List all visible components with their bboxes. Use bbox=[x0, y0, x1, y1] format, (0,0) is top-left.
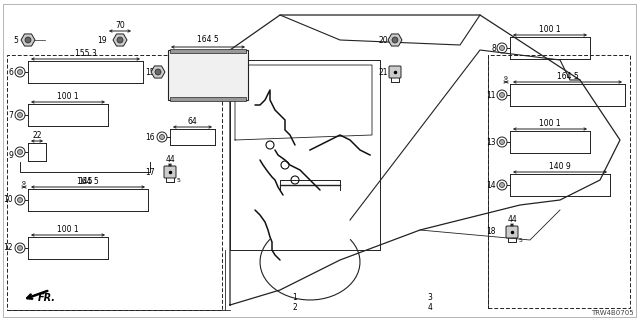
Text: 5: 5 bbox=[13, 36, 18, 44]
Text: 164 5: 164 5 bbox=[77, 177, 99, 186]
Bar bbox=[7, 55, 222, 310]
Text: 100 1: 100 1 bbox=[57, 92, 79, 100]
Text: 6: 6 bbox=[8, 68, 13, 76]
Circle shape bbox=[25, 37, 31, 43]
Text: 19: 19 bbox=[97, 36, 107, 44]
Text: 9: 9 bbox=[8, 150, 13, 159]
Bar bbox=[488, 55, 630, 308]
Text: 10: 10 bbox=[3, 196, 13, 204]
Circle shape bbox=[392, 37, 398, 43]
FancyBboxPatch shape bbox=[389, 66, 401, 78]
Text: 44: 44 bbox=[507, 214, 517, 223]
Circle shape bbox=[17, 113, 22, 117]
Text: 21: 21 bbox=[378, 68, 388, 76]
Circle shape bbox=[117, 37, 123, 43]
Text: 3: 3 bbox=[428, 293, 433, 302]
Text: 145: 145 bbox=[77, 177, 92, 186]
Text: 140 9: 140 9 bbox=[549, 162, 571, 171]
Text: 100 1: 100 1 bbox=[539, 25, 561, 34]
Text: 7: 7 bbox=[8, 110, 13, 119]
Polygon shape bbox=[21, 34, 35, 46]
Circle shape bbox=[17, 69, 22, 75]
Bar bbox=[170, 49, 246, 53]
Text: 155 3: 155 3 bbox=[75, 49, 97, 58]
FancyBboxPatch shape bbox=[506, 226, 518, 238]
Circle shape bbox=[17, 245, 22, 251]
Circle shape bbox=[499, 92, 504, 98]
Text: 70: 70 bbox=[115, 20, 125, 29]
Text: 17: 17 bbox=[145, 167, 155, 177]
Text: 164 5: 164 5 bbox=[557, 71, 579, 81]
Circle shape bbox=[499, 182, 504, 188]
Text: 14: 14 bbox=[486, 180, 496, 189]
Text: 22: 22 bbox=[32, 131, 42, 140]
Text: 13: 13 bbox=[486, 138, 496, 147]
Text: 44: 44 bbox=[165, 155, 175, 164]
Text: 20: 20 bbox=[378, 36, 388, 44]
Text: 4: 4 bbox=[428, 303, 433, 313]
Text: 2: 2 bbox=[292, 303, 298, 313]
Text: 1: 1 bbox=[292, 293, 298, 302]
Circle shape bbox=[499, 140, 504, 145]
Bar bbox=[168, 50, 248, 100]
Text: 9: 9 bbox=[22, 180, 26, 186]
Text: FR.: FR. bbox=[38, 293, 56, 303]
Circle shape bbox=[17, 197, 22, 203]
Text: 11: 11 bbox=[486, 91, 496, 100]
Text: 164 5: 164 5 bbox=[197, 35, 219, 44]
FancyBboxPatch shape bbox=[164, 166, 176, 178]
Circle shape bbox=[159, 134, 164, 140]
Circle shape bbox=[155, 69, 161, 75]
Text: TRW4B0705: TRW4B0705 bbox=[591, 310, 634, 316]
Polygon shape bbox=[113, 34, 127, 46]
Text: 16: 16 bbox=[145, 132, 155, 141]
Text: 8: 8 bbox=[492, 44, 496, 52]
Text: 12: 12 bbox=[3, 244, 13, 252]
Circle shape bbox=[499, 45, 504, 51]
Polygon shape bbox=[151, 66, 165, 78]
Text: 64: 64 bbox=[188, 116, 197, 125]
Circle shape bbox=[17, 149, 22, 155]
Polygon shape bbox=[388, 34, 402, 46]
Text: 100 1: 100 1 bbox=[539, 118, 561, 127]
Text: 100 1: 100 1 bbox=[57, 225, 79, 234]
Text: 9: 9 bbox=[504, 76, 508, 81]
Text: 5: 5 bbox=[177, 178, 181, 182]
Text: 5: 5 bbox=[519, 237, 523, 243]
Text: 18: 18 bbox=[486, 228, 496, 236]
Bar bbox=[170, 97, 246, 101]
Text: 15: 15 bbox=[145, 68, 155, 76]
